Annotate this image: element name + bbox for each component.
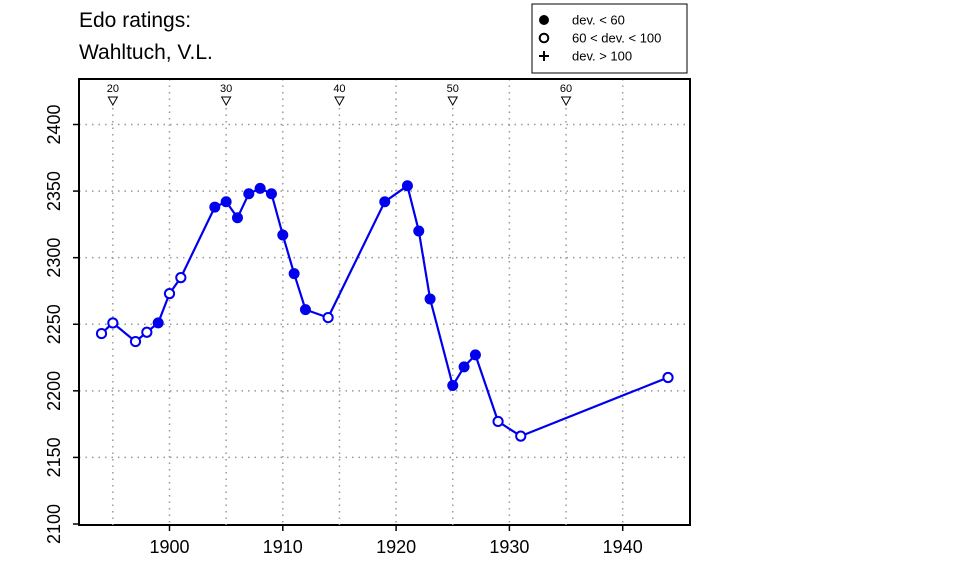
point-filled: [379, 196, 391, 208]
axes: 1900 1910 1920 1930 1940 2100 2150 2200 2250 2300…: [44, 104, 643, 557]
plot-frame: [78, 78, 691, 526]
point-filled: [401, 180, 413, 192]
legend-box: [531, 3, 688, 74]
point-filled: [424, 293, 436, 305]
legend-plus-icon: [539, 51, 549, 61]
point-open: [322, 311, 334, 324]
legend-label: dev. > 100: [572, 49, 632, 64]
age-label: 40: [333, 83, 345, 95]
y-tick-label: 2300: [44, 238, 64, 278]
x-tick-label: 1940: [603, 537, 643, 557]
point-filled: [220, 196, 232, 208]
point-filled: [265, 188, 277, 200]
legend-label: 60 < dev. < 100: [572, 31, 661, 46]
point-open: [129, 335, 142, 348]
point-filled: [469, 349, 481, 361]
y-tick-label: 2350: [44, 171, 64, 211]
age-label: 50: [447, 83, 459, 95]
y-tick-label: 2400: [44, 104, 64, 144]
point-filled: [447, 380, 459, 392]
rating-line: [100, 184, 669, 438]
legend-filled-circle-icon: [539, 15, 549, 25]
point-open: [95, 327, 108, 340]
point-filled: [152, 317, 164, 329]
rating-series: [95, 180, 674, 442]
point-open: [492, 415, 504, 428]
point-open: [662, 371, 674, 384]
x-tick-label: 1930: [489, 537, 529, 557]
y-tick-label: 2150: [44, 437, 64, 477]
age-label: 30: [220, 83, 232, 95]
point-filled: [254, 182, 266, 194]
point-open: [107, 317, 119, 329]
point-open: [141, 326, 153, 338]
point-filled: [231, 212, 243, 224]
x-tick-label: 1900: [149, 537, 189, 557]
point-filled: [277, 229, 289, 241]
point-open: [163, 288, 176, 300]
y-tick-label: 2250: [44, 304, 64, 344]
age-label: 20: [107, 83, 119, 95]
age-triangle-icon: [447, 96, 459, 107]
point-filled: [209, 201, 221, 213]
grid-lines: [79, 79, 690, 525]
point-filled: [288, 268, 300, 280]
age-label: 60: [560, 83, 572, 95]
chart-title-line-1: Edo ratings:: [79, 9, 192, 32]
x-tick-label: 1920: [376, 537, 416, 557]
point-filled: [458, 361, 470, 373]
point-filled: [243, 188, 255, 200]
legend: dev. < 60 60 < dev. < 100 dev. > 100: [531, 3, 688, 74]
y-tick-label: 2200: [44, 371, 64, 411]
point-open: [175, 272, 187, 284]
age-triangle-icon: [560, 96, 572, 107]
age-markers: 20 30 40 50 60: [107, 83, 572, 525]
point-open: [515, 430, 527, 442]
age-triangle-icon: [107, 96, 119, 107]
y-tick-label: 2100: [44, 504, 64, 544]
point-filled: [299, 304, 311, 316]
chart-title-line-2: Wahltuch, V.L.: [79, 41, 213, 64]
point-filled: [413, 225, 425, 237]
x-tick-label: 1910: [263, 537, 303, 557]
legend-open-circle-icon: [538, 32, 550, 44]
legend-label: dev. < 60: [572, 13, 625, 28]
age-triangle-icon: [220, 96, 232, 107]
age-triangle-icon: [334, 96, 345, 107]
